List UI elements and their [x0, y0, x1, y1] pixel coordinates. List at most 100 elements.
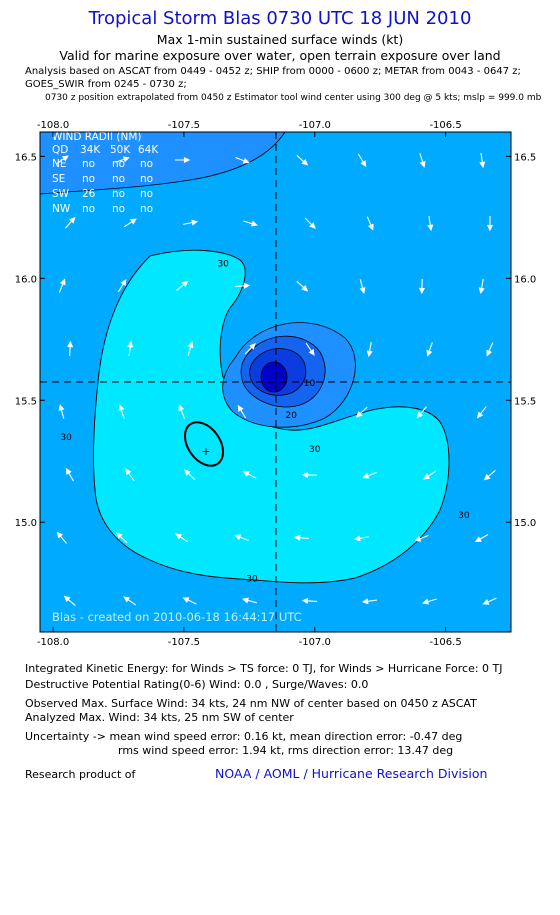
contour-label: 30	[309, 445, 321, 455]
wind-vector-head	[127, 340, 134, 348]
wind-vector-head	[65, 467, 72, 475]
chart-title: Tropical Storm Blas 0730 UTC 18 JUN 2010	[88, 8, 472, 29]
wind-radii-title: WIND RADII (NM)	[52, 131, 142, 143]
wind-vector-head	[486, 349, 493, 357]
northwest-band-region	[40, 132, 286, 195]
wind-radii-row-nw-64: no	[140, 203, 153, 215]
x-tick-label-top: -106.5	[429, 120, 461, 131]
wind-vector-head	[129, 218, 137, 225]
wind-vector-head	[243, 282, 251, 289]
wind-vector-head	[178, 404, 185, 412]
wind-radii-row-sw-quad: SW	[52, 188, 70, 200]
wind-radii-row-se-quad: SE	[52, 173, 65, 185]
y-tick-label-left: 16.0	[15, 274, 37, 285]
analysis-sources-line1: Analysis based on ASCAT from 0449 - 0452…	[25, 66, 521, 77]
contour-label: 10	[304, 379, 316, 389]
x-tick-label-top: -108.0	[37, 120, 69, 131]
wind-radii-row-nw-quad: NW	[52, 203, 71, 215]
wind-vector-head	[187, 341, 194, 348]
wind-vector-head	[250, 220, 258, 227]
wind-vector-head	[242, 597, 249, 604]
wind-vector-head	[293, 534, 301, 541]
wind-vector-head	[474, 536, 482, 543]
wind-vector-head	[360, 160, 367, 168]
y-tick-labels-left: 15.0 15.5 16.0 16.5	[15, 152, 37, 529]
wind-vector-head	[181, 280, 189, 288]
wind-vector-head	[359, 287, 366, 294]
wind-radii-row-se-34: no	[82, 173, 95, 185]
wind-vector-head	[58, 404, 65, 411]
wind-vector-head	[249, 343, 256, 350]
wind-vector-head	[423, 473, 431, 480]
wind-radii-row-sw-34: 26	[82, 188, 96, 200]
wind-vector-head	[355, 411, 363, 418]
research-product-label: Research product of	[25, 768, 136, 781]
wind-vector-head	[56, 531, 64, 539]
analyzed-max-line: Analyzed Max. Wind: 34 kts, 25 nm SW of …	[25, 711, 294, 724]
contour-label: 30	[60, 433, 72, 443]
wind-vector-head	[237, 404, 244, 412]
dpr-line: Destructive Potential Rating(0-6) Wind: …	[25, 678, 369, 691]
wind-vector-head	[366, 350, 373, 358]
y-tick-label-right: 15.0	[514, 518, 536, 529]
wind-radii-row-se-64: no	[140, 173, 153, 185]
wind-vector-head	[419, 160, 426, 168]
wind-vector-head	[478, 287, 485, 295]
wind-radii-row-nw-34: no	[82, 203, 95, 215]
analysis-sources-line2: GOES_SWIR from 0245 - 0730 z;	[25, 79, 187, 90]
wind-vector-head	[120, 278, 127, 286]
wind-vector-head	[183, 156, 191, 164]
noaa-aoml-link[interactable]: NOAA / AOML / Hurricane Research Divisio…	[215, 766, 488, 781]
wind-vector-head	[301, 597, 309, 604]
uncertainty-line2: rms wind speed error: 1.94 kt, rms direc…	[118, 744, 454, 757]
contour-labels: 30 30 30 30 30 20 10	[60, 260, 469, 585]
wind-vector-head	[482, 598, 490, 605]
wind-radii-row-ne-64: no	[140, 158, 153, 170]
y-tick-label-right: 16.5	[514, 152, 536, 163]
wind-vector-head	[426, 349, 433, 357]
observed-max-line: Observed Max. Surface Wind: 34 kts, 24 n…	[25, 697, 477, 710]
chart-subtitle: Max 1-min sustained surface winds (kt)	[156, 32, 404, 47]
validity-note: Valid for marine exposure over water, op…	[59, 48, 501, 63]
wind-radii-header-qd: QD	[52, 144, 68, 156]
contour-label: 20	[285, 411, 297, 421]
wind-vector-head	[353, 535, 361, 542]
wind-vector-head	[191, 219, 199, 226]
wind-vector-head	[122, 156, 130, 163]
wind-vector-head	[362, 472, 370, 479]
wind-vectors	[55, 152, 497, 606]
wind-vector-head	[418, 287, 426, 295]
core-contour-center	[260, 361, 288, 393]
wind-30kt-region	[93, 249, 450, 584]
wind-vector-head	[184, 469, 191, 476]
wind-vector-head	[115, 532, 123, 539]
wind-radii-row-sw-50: no	[112, 188, 125, 200]
wind-vector-head	[367, 223, 374, 231]
wind-vector-head	[416, 411, 424, 419]
x-tick-label-bottom: -107.0	[299, 637, 331, 645]
wind-vector-head	[234, 534, 242, 541]
wind-radii-row-ne-50: no	[112, 158, 125, 170]
wind-vector-head	[61, 155, 69, 162]
wind-radii-row-ne-quad: NE	[52, 158, 67, 170]
y-tick-label-right: 15.5	[514, 396, 536, 407]
wind-vector-head	[67, 340, 74, 348]
uncertainty-line1: Uncertainty -> mean wind speed error: 0.…	[25, 730, 463, 743]
y-tick-label-right: 16.0	[514, 274, 536, 285]
wind-radii-row-sw-64: no	[140, 188, 153, 200]
x-tick-labels-bottom: -108.0 -107.5 -107.0 -106.5	[37, 637, 462, 645]
wind-vector-head	[301, 159, 309, 166]
wind-vector-head	[118, 404, 125, 412]
wind-radii-row-ne-34: no	[82, 158, 95, 170]
wind-vector-head	[427, 224, 434, 232]
y-tick-label-left: 16.5	[15, 152, 37, 163]
wind-radii-table: WIND RADII (NM) QD 34K 50K 64K NE no no …	[52, 131, 159, 215]
y-tick-labels-right: 15.0 15.5 16.0 16.5	[514, 152, 536, 529]
contour-label: 30	[458, 511, 470, 521]
x-tick-label-top: -107.5	[168, 120, 200, 131]
contour-label: 30	[246, 574, 258, 584]
wind-radii-row-se-50: no	[112, 173, 125, 185]
wind-vector-head	[486, 224, 494, 232]
secondary-max-marker: +	[201, 445, 210, 458]
wind-vector-head	[59, 278, 66, 286]
